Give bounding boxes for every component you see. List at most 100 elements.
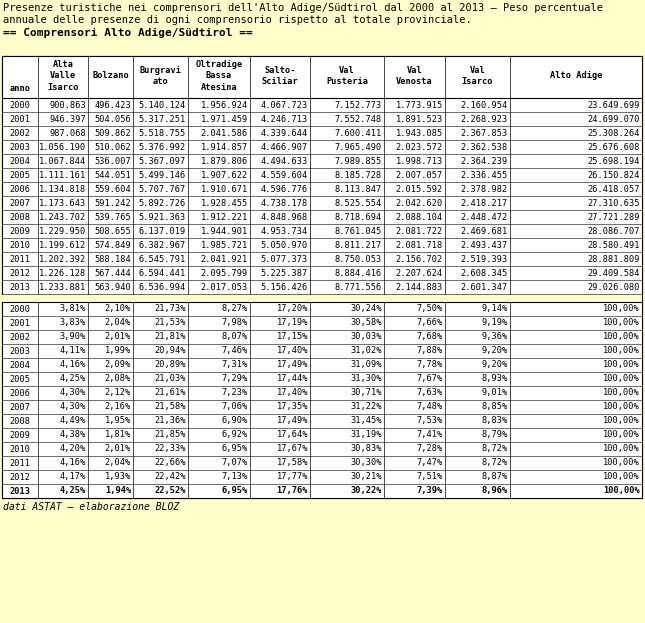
Text: 4.494.633: 4.494.633: [261, 156, 308, 166]
Text: 574.849: 574.849: [94, 240, 131, 249]
Text: 8,72%: 8,72%: [482, 459, 508, 467]
Text: 2.364.239: 2.364.239: [461, 156, 508, 166]
Text: 8.771.556: 8.771.556: [335, 282, 382, 292]
Text: 2012: 2012: [10, 269, 30, 277]
Text: 22,52%: 22,52%: [155, 487, 186, 495]
Text: 7,06%: 7,06%: [222, 402, 248, 412]
Text: 22,42%: 22,42%: [155, 472, 186, 482]
Text: 1.202.392: 1.202.392: [39, 255, 86, 264]
Text: 7,78%: 7,78%: [417, 361, 443, 369]
Text: 17,35%: 17,35%: [277, 402, 308, 412]
Bar: [2, 98, 642, 112]
Text: 100,00%: 100,00%: [603, 361, 640, 369]
Text: 2010: 2010: [10, 240, 30, 249]
Bar: [2, 182, 642, 196]
Text: 559.604: 559.604: [94, 184, 131, 194]
Text: 17,20%: 17,20%: [277, 305, 308, 313]
Text: 2002: 2002: [10, 128, 30, 138]
Text: 7,66%: 7,66%: [417, 318, 443, 328]
Text: 17,15%: 17,15%: [277, 333, 308, 341]
Text: 17,40%: 17,40%: [277, 346, 308, 356]
Text: 4,16%: 4,16%: [60, 361, 86, 369]
Text: 5.156.426: 5.156.426: [261, 282, 308, 292]
Bar: [2, 126, 642, 140]
Text: 496.423: 496.423: [94, 100, 131, 110]
Text: 8.718.694: 8.718.694: [335, 212, 382, 222]
Text: 4,11%: 4,11%: [60, 346, 86, 356]
Text: 6,92%: 6,92%: [222, 430, 248, 439]
Text: 30,24%: 30,24%: [350, 305, 382, 313]
Text: 2001: 2001: [10, 318, 30, 328]
Text: 2013: 2013: [10, 487, 30, 495]
Bar: [2, 280, 642, 294]
Text: 31,02%: 31,02%: [350, 346, 382, 356]
Text: 30,22%: 30,22%: [350, 487, 382, 495]
Text: 7,13%: 7,13%: [222, 472, 248, 482]
Text: 2.493.437: 2.493.437: [461, 240, 508, 249]
Text: 2005: 2005: [10, 171, 30, 179]
Text: 21,61%: 21,61%: [155, 389, 186, 397]
Text: 2,10%: 2,10%: [104, 305, 131, 313]
Text: 7,29%: 7,29%: [222, 374, 248, 384]
Text: 2.017.053: 2.017.053: [201, 282, 248, 292]
Text: 1.912.221: 1.912.221: [201, 212, 248, 222]
Text: 2006: 2006: [10, 389, 30, 397]
Text: 1.944.901: 1.944.901: [201, 227, 248, 235]
Text: 2.144.883: 2.144.883: [396, 282, 443, 292]
Text: 4,25%: 4,25%: [60, 487, 86, 495]
Text: 5.707.767: 5.707.767: [139, 184, 186, 194]
Text: 1.928.455: 1.928.455: [201, 199, 248, 207]
Text: 7,46%: 7,46%: [222, 346, 248, 356]
Bar: [2, 140, 642, 154]
Text: 5.050.970: 5.050.970: [261, 240, 308, 249]
Text: 1.985.721: 1.985.721: [201, 240, 248, 249]
Text: 17,49%: 17,49%: [277, 417, 308, 426]
Text: 2007: 2007: [10, 199, 30, 207]
Text: 4,38%: 4,38%: [60, 430, 86, 439]
Text: 1.056.190: 1.056.190: [39, 143, 86, 151]
Text: 2005: 2005: [10, 374, 30, 384]
Text: 544.051: 544.051: [94, 171, 131, 179]
Text: 2.156.702: 2.156.702: [396, 255, 443, 264]
Text: 2,08%: 2,08%: [104, 374, 131, 384]
Text: Val
Venosta: Val Venosta: [396, 66, 433, 86]
Text: 30,03%: 30,03%: [350, 333, 382, 341]
Text: 17,44%: 17,44%: [277, 374, 308, 384]
Text: 17,49%: 17,49%: [277, 361, 308, 369]
Text: 2003: 2003: [10, 143, 30, 151]
Text: 7.600.411: 7.600.411: [335, 128, 382, 138]
Text: 2003: 2003: [10, 346, 30, 356]
Text: 100,00%: 100,00%: [603, 305, 640, 313]
Text: 4,25%: 4,25%: [60, 374, 86, 384]
Text: 8,07%: 8,07%: [222, 333, 248, 341]
Text: 508.655: 508.655: [94, 227, 131, 235]
Text: 1.199.612: 1.199.612: [39, 240, 86, 249]
Text: 2.519.393: 2.519.393: [461, 255, 508, 264]
Text: 25.698.194: 25.698.194: [588, 156, 640, 166]
Text: 28.580.491: 28.580.491: [588, 240, 640, 249]
Text: 2.095.799: 2.095.799: [201, 269, 248, 277]
Text: 7,47%: 7,47%: [417, 459, 443, 467]
Text: 2.015.592: 2.015.592: [396, 184, 443, 194]
Text: 8.884.416: 8.884.416: [335, 269, 382, 277]
Text: 567.444: 567.444: [94, 269, 131, 277]
Text: 900.863: 900.863: [49, 100, 86, 110]
Text: Presenze turistiche nei comprensori dell'Alto Adige/Südtirol dal 2000 al 2013 – : Presenze turistiche nei comprensori dell…: [3, 3, 603, 13]
Text: 1.226.128: 1.226.128: [39, 269, 86, 277]
Text: 21,58%: 21,58%: [155, 402, 186, 412]
Text: 100,00%: 100,00%: [603, 402, 640, 412]
Text: 6,95%: 6,95%: [222, 444, 248, 454]
Text: 9,36%: 9,36%: [482, 333, 508, 341]
Text: 8.525.554: 8.525.554: [335, 199, 382, 207]
Text: Salto-
Sciliar: Salto- Sciliar: [262, 66, 299, 86]
Bar: [2, 238, 642, 252]
Bar: [2, 302, 642, 498]
Text: 1,95%: 1,95%: [104, 417, 131, 426]
Text: Val
Pusteria: Val Pusteria: [326, 66, 368, 86]
Text: 3,83%: 3,83%: [60, 318, 86, 328]
Text: 4.596.776: 4.596.776: [261, 184, 308, 194]
Text: 3,90%: 3,90%: [60, 333, 86, 341]
Text: 21,36%: 21,36%: [155, 417, 186, 426]
Text: 1,81%: 1,81%: [104, 430, 131, 439]
Text: 100,00%: 100,00%: [603, 333, 640, 341]
